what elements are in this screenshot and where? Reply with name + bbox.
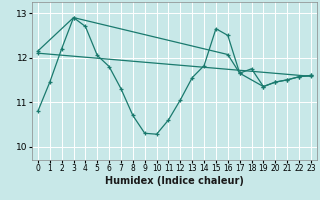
X-axis label: Humidex (Indice chaleur): Humidex (Indice chaleur) — [105, 176, 244, 186]
